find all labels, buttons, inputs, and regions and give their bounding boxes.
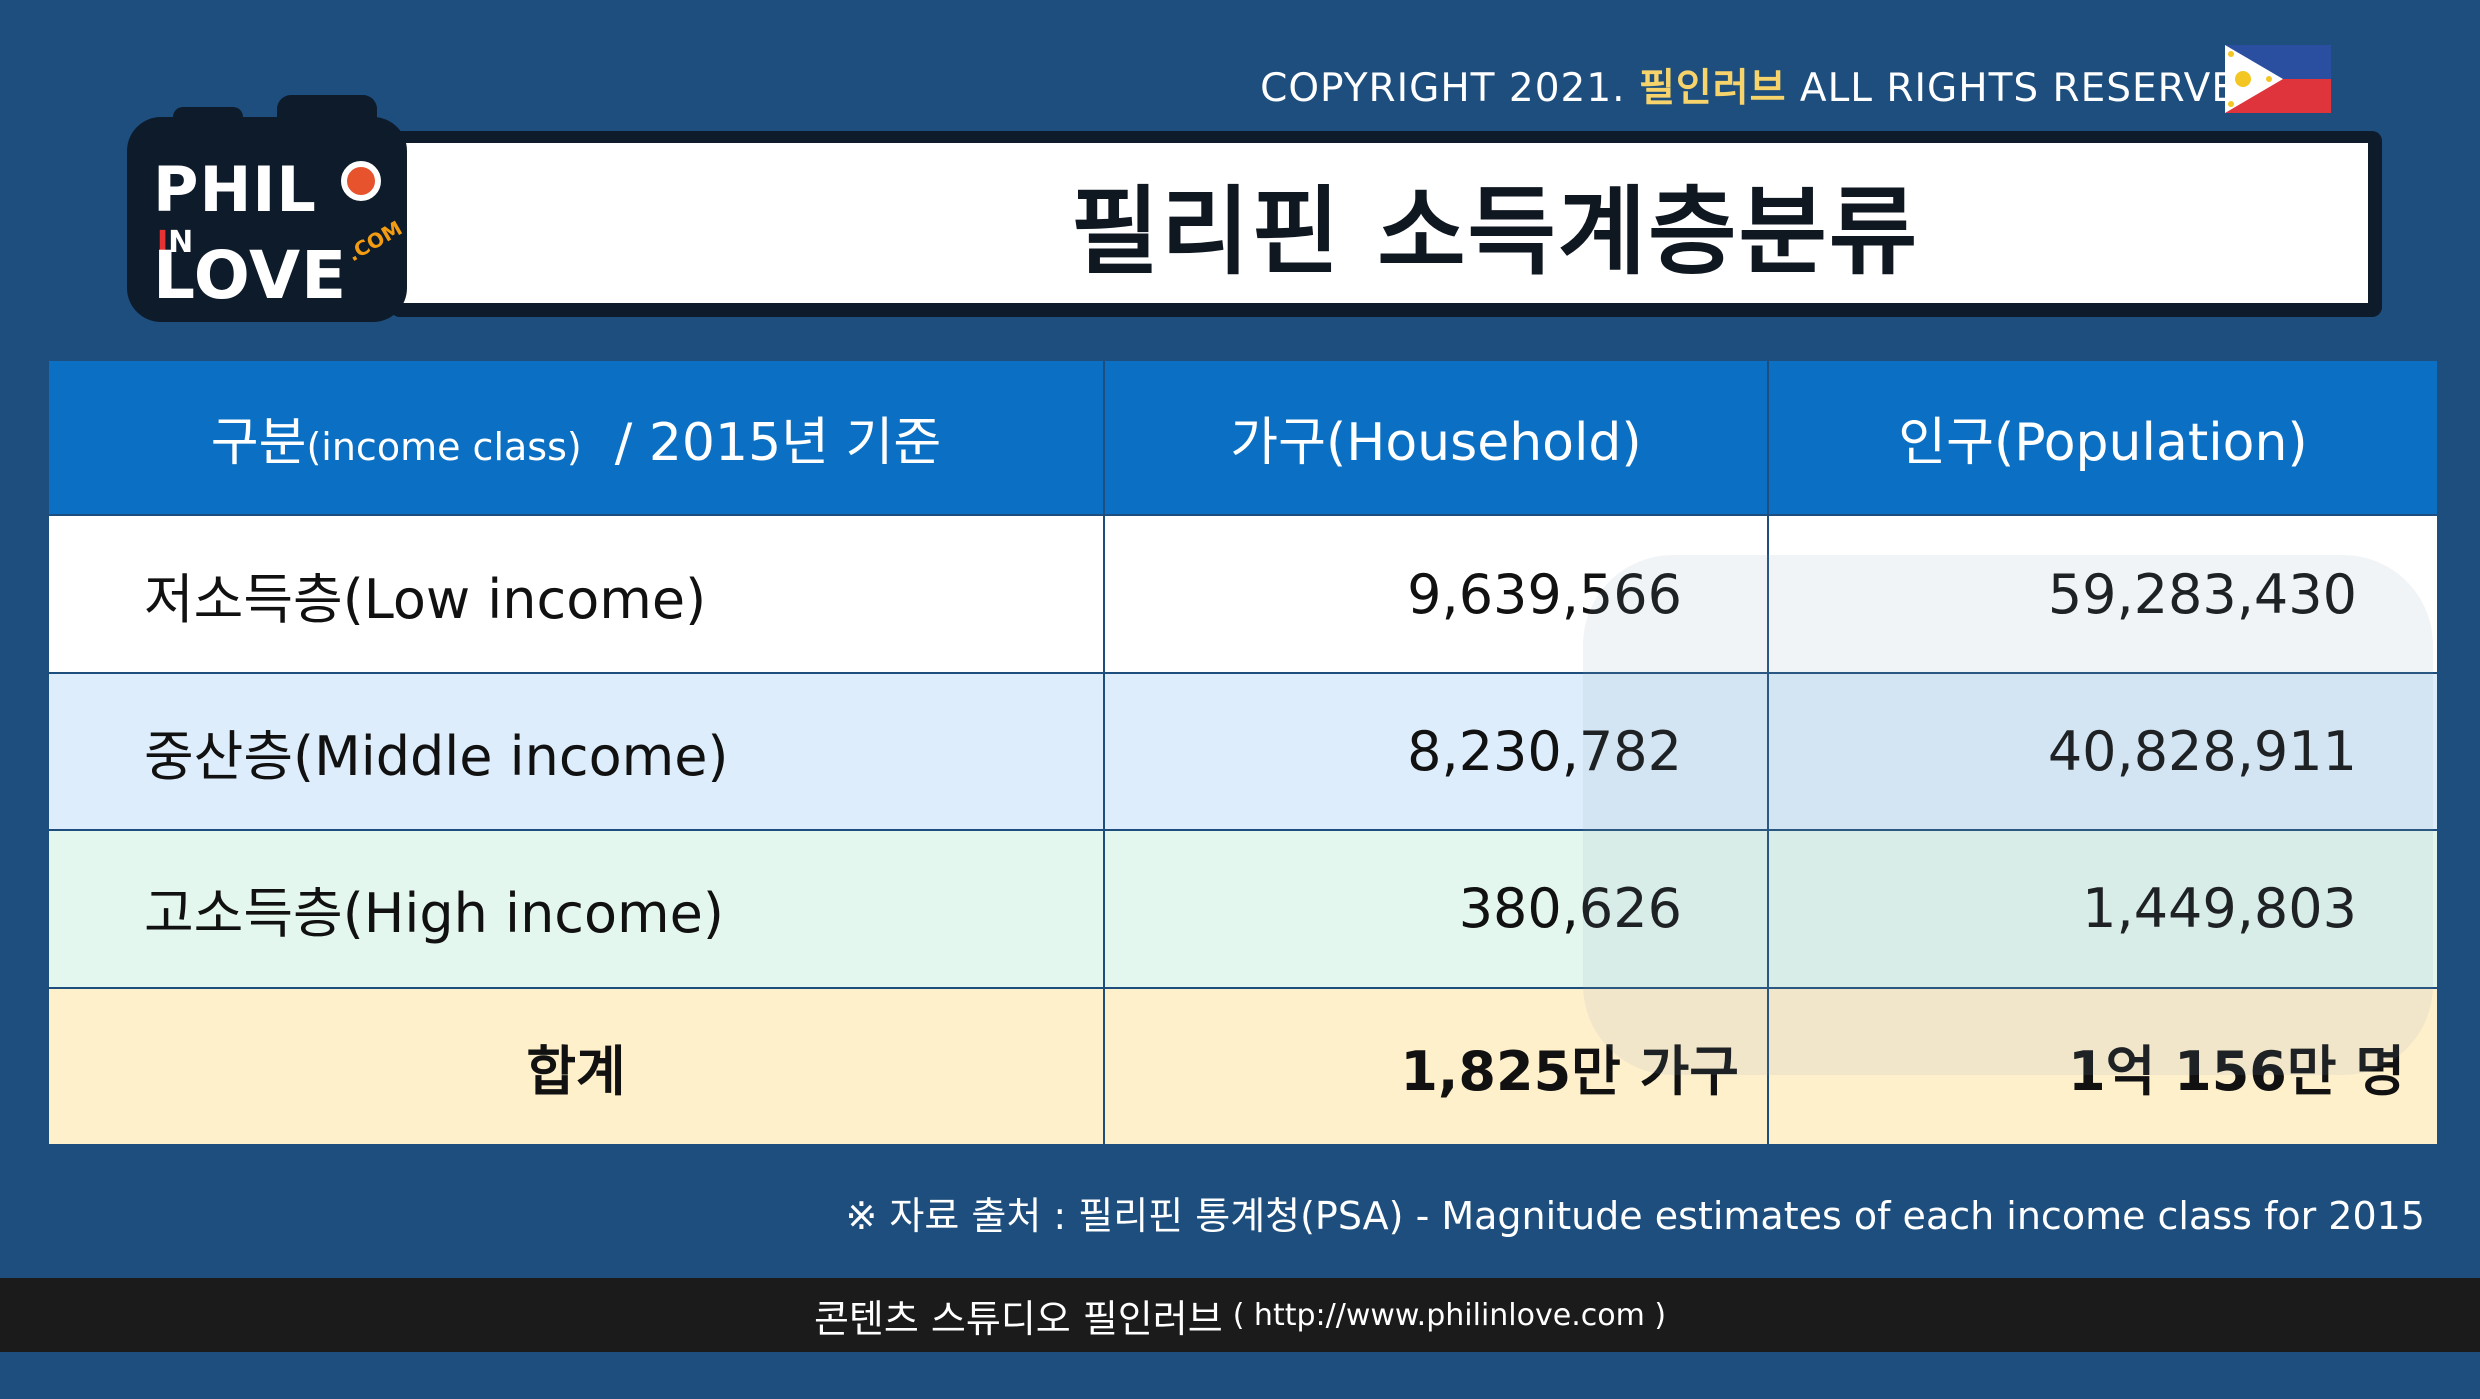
table-row: 고소득층(High income) 380,626 1,449,803 bbox=[47, 829, 2439, 989]
footer-url[interactable]: ( http://www.philinlove.com ) bbox=[1232, 1297, 1667, 1333]
row-population-middle: 40,828,911 bbox=[1767, 671, 2439, 832]
row-population-low: 59,283,430 bbox=[1767, 514, 2439, 674]
camera-lens-icon bbox=[341, 161, 381, 201]
title-bar: 필리핀 소득계층분류 bbox=[390, 131, 2382, 317]
table-row: 저소득층(Low income) 9,639,566 59,283,430 bbox=[47, 514, 2439, 674]
footer-studio: 콘텐츠 스튜디오 필인러브 bbox=[813, 1296, 1223, 1341]
table-header-row: 구분(income class) / 2015년 기준 가구(Household… bbox=[47, 358, 2439, 517]
row-label-middle: 중산층(Middle income) bbox=[47, 671, 1105, 832]
page-title: 필리핀 소득계층분류 bbox=[1070, 175, 1920, 288]
header-household: 가구(Household) bbox=[1103, 358, 1769, 517]
logo-love: LOVE bbox=[153, 237, 348, 314]
philippines-flag-icon bbox=[2225, 45, 2331, 113]
table-total-row: 합계 1,825만 가구 1억 156만 명 bbox=[47, 986, 2439, 1147]
row-household-middle: 8,230,782 bbox=[1103, 671, 1769, 832]
income-class-table: 구분(income class) / 2015년 기준 가구(Household… bbox=[47, 358, 2439, 1147]
logo-in: IN bbox=[157, 225, 194, 260]
logo-com: .COM bbox=[342, 215, 407, 267]
copyright-text: COPYRIGHT 2021. 필인러브 ALL RIGHTS RESERVED bbox=[1260, 62, 2268, 116]
income-table-container: 구분(income class) / 2015년 기준 가구(Household… bbox=[47, 358, 2439, 1147]
row-label-high: 고소득층(High income) bbox=[47, 829, 1105, 989]
total-population: 1억 156만 명 bbox=[1767, 986, 2439, 1147]
row-population-high: 1,449,803 bbox=[1767, 829, 2439, 989]
header-income-class: 구분(income class) / 2015년 기준 bbox=[47, 358, 1105, 517]
table-row: 중산층(Middle income) 8,230,782 40,828,911 bbox=[47, 671, 2439, 832]
philinlove-logo: PHIL IN LOVE .COM bbox=[127, 95, 407, 322]
logo-phil: PHIL bbox=[153, 153, 317, 226]
row-label-low: 저소득층(Low income) bbox=[47, 514, 1105, 674]
total-household: 1,825만 가구 bbox=[1103, 986, 1769, 1147]
header-population: 인구(Population) bbox=[1767, 358, 2439, 517]
row-household-low: 9,639,566 bbox=[1103, 514, 1769, 674]
copyright-suffix: ALL RIGHTS RESERVED bbox=[1799, 66, 2268, 111]
copyright-brand: 필인러브 bbox=[1638, 66, 1787, 111]
copyright-prefix: COPYRIGHT 2021. bbox=[1260, 66, 1626, 111]
row-household-high: 380,626 bbox=[1103, 829, 1769, 989]
source-note: ※ 자료 출처 : 필리핀 통계청(PSA) - Magnitude estim… bbox=[845, 1194, 2425, 1238]
total-label: 합계 bbox=[47, 986, 1105, 1147]
footer-bar: 콘텐츠 스튜디오 필인러브 ( http://www.philinlove.co… bbox=[0, 1278, 2480, 1352]
